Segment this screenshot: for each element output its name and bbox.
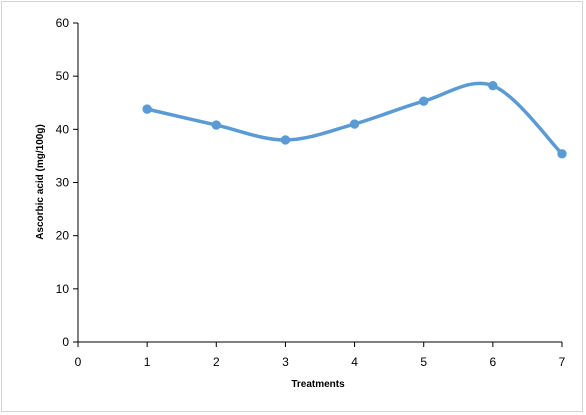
series-line (145, 81, 564, 156)
x-tick-label: 3 (282, 355, 289, 369)
y-tick-label: 30 (56, 176, 70, 190)
y-tick-label: 60 (56, 16, 70, 30)
data-point (349, 119, 360, 129)
x-tick-label: 0 (75, 355, 82, 369)
x-tick-label: 7 (559, 355, 566, 369)
x-tick-label: 2 (213, 355, 220, 369)
x-axis-ticks: 0 1 2 3 4 5 6 7 (75, 342, 566, 369)
y-axis-title: Ascorbic acid (mg/100g) (35, 124, 46, 240)
axes (77, 23, 562, 343)
y-tick-label: 0 (62, 335, 69, 349)
y-tick-label: 10 (56, 282, 70, 296)
data-point (280, 135, 291, 145)
x-tick-label: 5 (420, 355, 427, 369)
data-point (211, 120, 221, 130)
x-tick-label: 1 (144, 355, 151, 369)
data-point (488, 81, 498, 91)
data-point (142, 104, 152, 114)
x-axis-title: Treatments (291, 379, 345, 390)
x-tick-label: 6 (490, 355, 497, 369)
x-tick-label: 4 (351, 355, 358, 369)
data-point (557, 149, 567, 159)
y-axis-ticks: 0 10 20 30 40 50 60 (56, 16, 78, 349)
series-group (142, 81, 567, 159)
y-tick-label: 40 (56, 122, 70, 136)
data-point (419, 96, 429, 106)
y-tick-label: 20 (56, 229, 70, 243)
y-tick-label: 50 (56, 69, 70, 83)
